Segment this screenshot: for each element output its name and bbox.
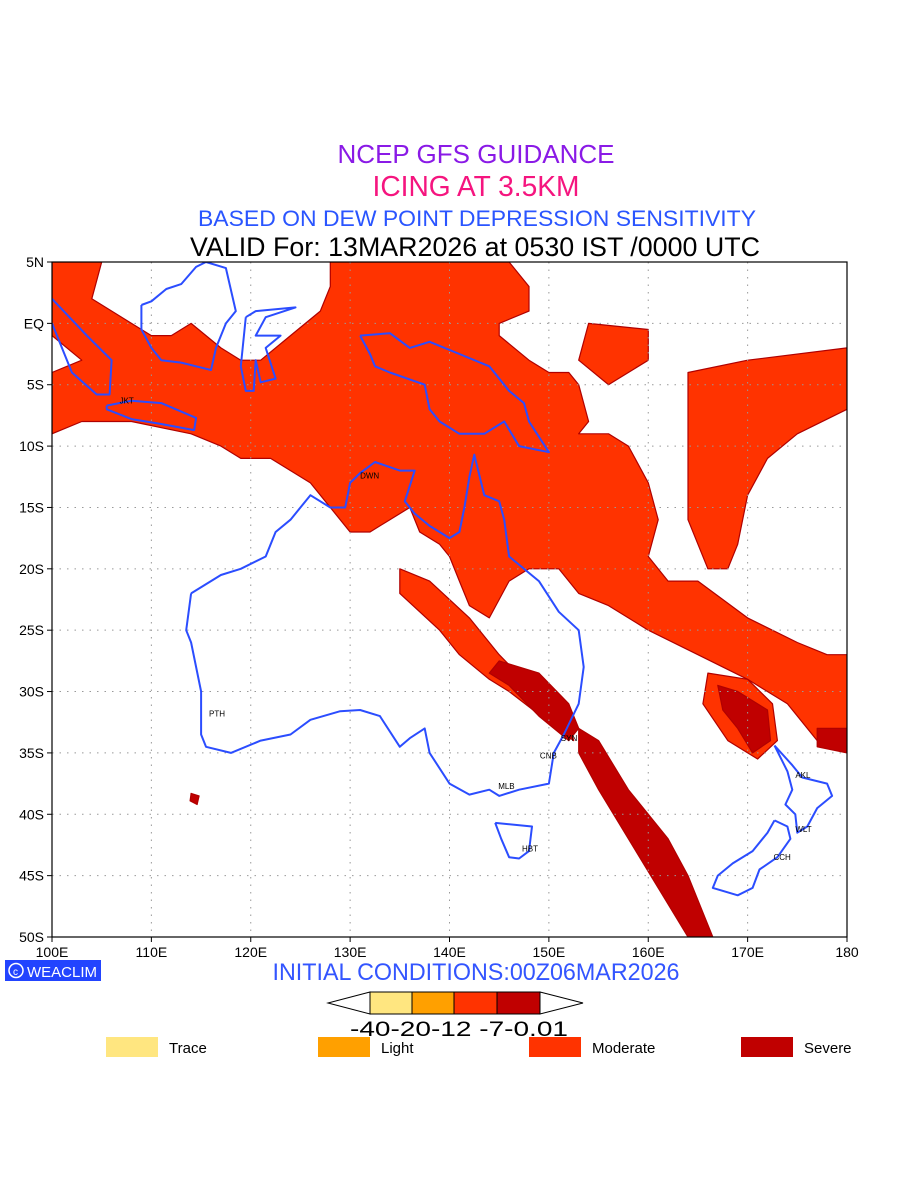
colorbar: -40-20-12 -7-0.01 — [326, 991, 584, 1041]
legend-label: Moderate — [592, 1040, 655, 1057]
coastline-nz-south — [711, 819, 792, 897]
lat-tick-label: EQ — [24, 315, 44, 331]
icing-area-moderate — [578, 322, 649, 386]
coastlines — [52, 262, 834, 897]
legend-label: Trace — [169, 1040, 207, 1057]
lon-tick-label: 160E — [632, 944, 665, 960]
lat-tick-label: 25S — [19, 622, 44, 638]
city-label: DWN — [360, 472, 379, 481]
initial-conditions: INITIAL CONDITIONS:00Z06MAR2026 — [273, 959, 680, 986]
weaclim-logo: c WEACLIM — [5, 960, 101, 981]
city-labels: JKT DWN PTH SYN CNB MLB HBT AKL WLT CCH — [120, 397, 812, 863]
colorbar-left-arrow — [326, 991, 371, 1015]
city-label: JKT — [120, 397, 134, 406]
coastline-new-guinea — [359, 332, 550, 454]
coastline-sulawesi — [239, 306, 297, 392]
coastline-tasmania — [494, 821, 533, 860]
icing-area-moderate — [52, 262, 847, 742]
icing-area-severe — [717, 684, 772, 754]
logo-text: WEACLIM — [27, 964, 97, 981]
lat-tick-label: 50S — [19, 929, 44, 945]
icing-area-severe — [488, 660, 580, 742]
coastline-borneo — [140, 262, 237, 371]
svg-text:c: c — [13, 967, 18, 978]
legend: Trace Light Moderate Severe — [106, 1037, 852, 1057]
lon-tick-label: 130E — [334, 944, 367, 960]
title-line2: ICING AT 3.5KM — [373, 171, 580, 203]
city-label: SYN — [561, 734, 578, 743]
colorbar-labels: -40-20-12 -7-0.01 — [350, 1018, 568, 1041]
grid-lines — [52, 262, 847, 937]
city-label: WLT — [795, 825, 811, 834]
lat-tick-label: 30S — [19, 684, 44, 700]
coastline-sumatra — [52, 298, 113, 396]
colorbar-right-arrow — [539, 991, 584, 1015]
colorbar-severe — [496, 991, 541, 1015]
legend-swatch-trace — [106, 1037, 158, 1057]
colorbar-moderate — [453, 991, 498, 1015]
city-label: HBT — [522, 845, 538, 854]
title-line4: VALID For: 13MAR2026 at 0530 IST /0000 U… — [190, 232, 760, 262]
legend-swatch-light — [318, 1037, 370, 1057]
lat-tick-label: 35S — [19, 745, 44, 761]
lat-tick-label: 10S — [19, 438, 44, 454]
lon-tick-label: 100E — [36, 944, 69, 960]
title-line3: BASED ON DEW POINT DEPRESSION SENSITIVIT… — [198, 206, 756, 231]
lon-tick-label: 110E — [136, 944, 168, 960]
icing-layer — [52, 262, 847, 937]
lon-tick-label: 180 — [835, 944, 859, 960]
icing-area-severe — [578, 727, 714, 937]
axis-ticks: 100E 110E 120E 130E 140E 150E 160E 170E 180 5N EQ 5… — [19, 254, 859, 960]
icing-area-moderate — [687, 347, 847, 570]
lon-tick-label: 140E — [433, 944, 466, 960]
city-label: PTH — [209, 710, 225, 719]
lat-tick-label: 15S — [19, 499, 44, 515]
title-line1: NCEP GFS GUIDANCE — [338, 139, 615, 169]
city-label: CNB — [540, 751, 557, 760]
coastline-java — [105, 399, 198, 432]
lat-tick-label: 20S — [19, 561, 44, 577]
icing-area-severe — [189, 792, 200, 806]
lon-tick-label: 170E — [731, 944, 764, 960]
map-area: JKT DWN PTH SYN CNB MLB HBT AKL WLT CCH — [52, 262, 847, 937]
city-label: CCH — [773, 853, 791, 862]
lat-tick-label: 45S — [19, 868, 44, 884]
city-label: MLB — [498, 782, 514, 791]
colorbar-light — [411, 991, 455, 1015]
icing-area-severe — [816, 727, 847, 754]
colorbar-trace — [369, 991, 413, 1015]
coastline-australia — [185, 453, 585, 797]
legend-label: Severe — [804, 1040, 852, 1057]
city-label: AKL — [795, 771, 811, 780]
lon-tick-label: 150E — [533, 944, 566, 960]
lat-tick-label: 5N — [26, 254, 44, 270]
lon-tick-label: 120E — [234, 944, 267, 960]
lat-tick-label: 40S — [19, 806, 44, 822]
copyright-icon — [8, 962, 24, 979]
legend-swatch-moderate — [529, 1037, 581, 1057]
legend-swatch-severe — [741, 1037, 793, 1057]
legend-label: Light — [381, 1040, 414, 1057]
coastline-nz-north — [773, 744, 834, 834]
lat-tick-label: 5S — [27, 377, 44, 393]
